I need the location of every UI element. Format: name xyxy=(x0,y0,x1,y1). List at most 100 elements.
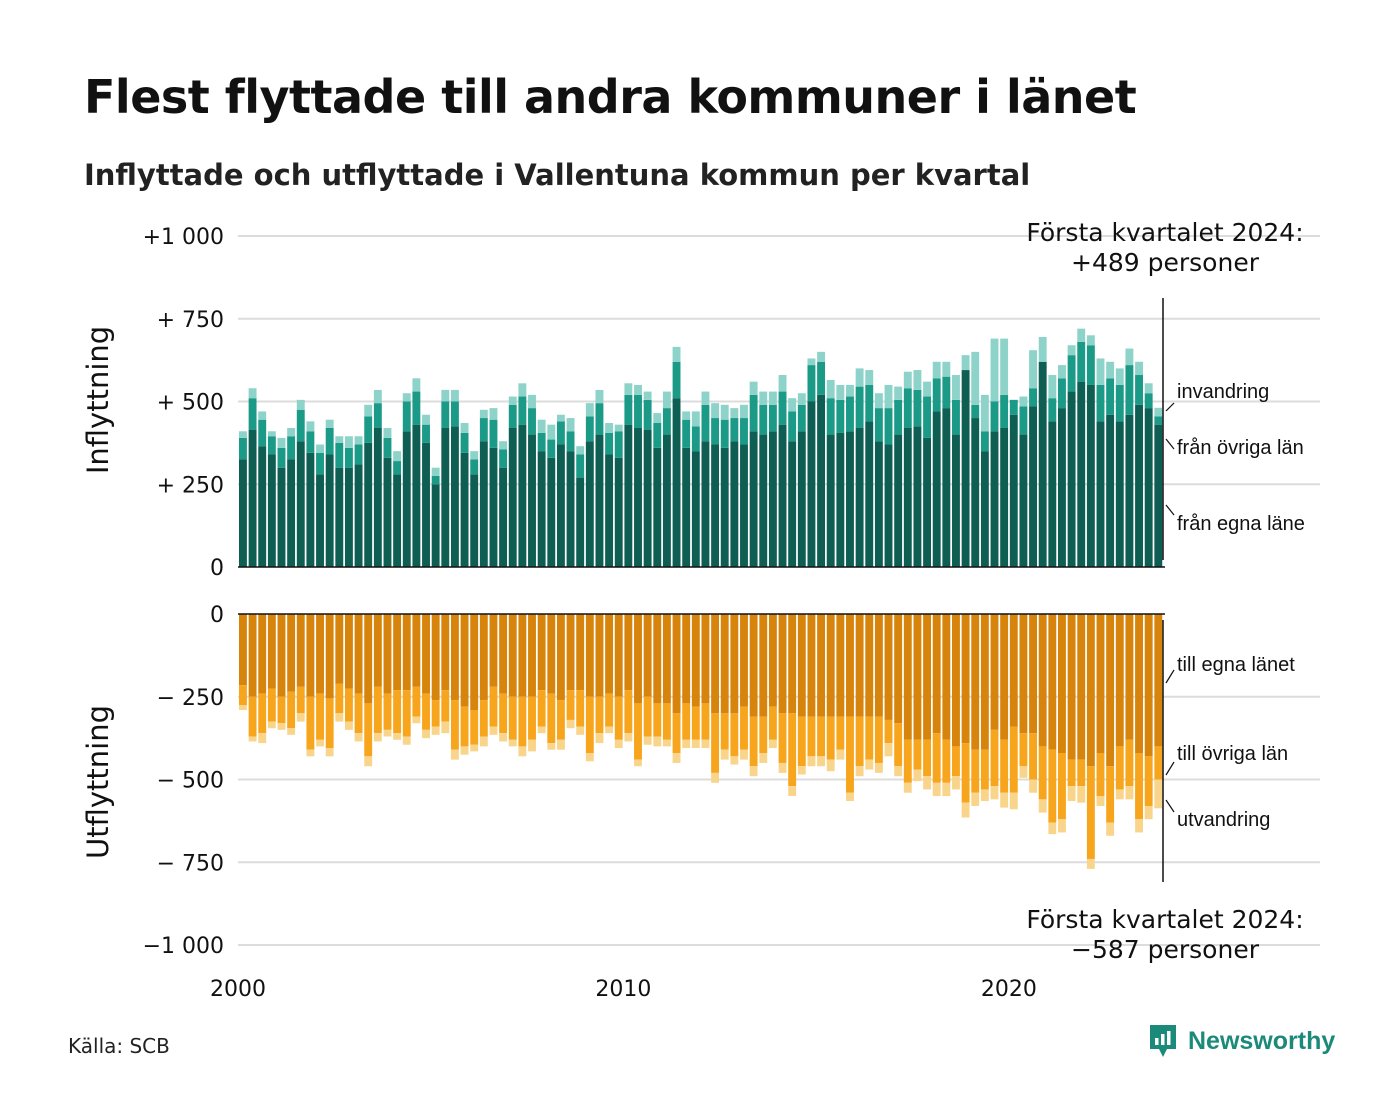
bar-out-2 xyxy=(402,736,411,745)
bar-in-2 xyxy=(1115,368,1124,385)
label-till-ovriga-lan: till övriga län xyxy=(1177,743,1289,765)
bar-out-2 xyxy=(306,749,315,757)
bar-out-0 xyxy=(422,614,430,694)
bar-in-2 xyxy=(894,386,903,400)
bar-in-0 xyxy=(846,431,854,567)
bar-out-2 xyxy=(971,792,980,806)
bar-in-1 xyxy=(1144,393,1153,409)
bar-out-0 xyxy=(624,614,633,691)
bar-out-1 xyxy=(1096,753,1105,797)
bar-in-2 xyxy=(1144,383,1153,394)
bar-in-1 xyxy=(325,427,334,455)
bar-out-0 xyxy=(576,614,585,691)
bar-in-1 xyxy=(344,447,353,468)
bar-out-0 xyxy=(277,614,286,697)
bar-out-1 xyxy=(1154,746,1163,780)
bar-in-1 xyxy=(354,444,363,465)
bar-out-1 xyxy=(923,739,932,777)
bar-in-0 xyxy=(701,441,710,567)
ytick-label-top: + 750 xyxy=(157,308,224,333)
bar-in-0 xyxy=(518,424,527,567)
bar-out-2 xyxy=(662,739,671,747)
bar-out-2 xyxy=(585,753,594,762)
bar-in-0 xyxy=(1086,384,1095,567)
bar-out-1 xyxy=(402,690,411,737)
bar-out-2 xyxy=(961,802,970,818)
bar-in-1 xyxy=(720,419,729,448)
bar-out-0 xyxy=(1048,614,1057,750)
leader-line xyxy=(1165,761,1175,776)
bar-out-0 xyxy=(614,614,623,697)
ytick-label-top: + 250 xyxy=(157,473,224,498)
bar-out-0 xyxy=(952,614,960,747)
bar-in-2 xyxy=(1077,328,1086,342)
bar-out-2 xyxy=(383,729,392,737)
bar-in-0 xyxy=(248,429,257,567)
bar-in-1 xyxy=(441,401,450,428)
bar-out-1 xyxy=(990,729,999,787)
ytick-label-bottom: − 250 xyxy=(157,686,224,711)
bar-out-1 xyxy=(258,693,267,734)
bar-in-1 xyxy=(903,388,912,428)
bar-in-0 xyxy=(537,451,546,567)
bar-out-0 xyxy=(730,614,739,714)
bar-out-1 xyxy=(547,693,556,744)
bar-in-0 xyxy=(489,447,498,567)
chart-subtitle: Inflyttade och utflyttade i Vallentuna k… xyxy=(84,158,1031,192)
bar-out-0 xyxy=(682,614,691,704)
bar-out-2 xyxy=(325,748,334,757)
bar-in-2 xyxy=(1038,336,1047,362)
bar-out-1 xyxy=(566,690,575,720)
bar-in-1 xyxy=(730,418,739,442)
bar-in-1 xyxy=(634,394,642,428)
bar-out-0 xyxy=(634,614,642,704)
bar-in-1 xyxy=(402,401,411,432)
bar-in-1 xyxy=(1019,406,1028,435)
bar-out-0 xyxy=(855,614,864,717)
bar-out-0 xyxy=(788,614,797,714)
bar-out-0 xyxy=(1154,614,1163,747)
bar-in-0 xyxy=(768,431,777,567)
bar-out-2 xyxy=(691,739,700,749)
bar-out-2 xyxy=(1115,789,1124,800)
bar-out-1 xyxy=(422,693,430,730)
bar-out-2 xyxy=(1096,796,1105,806)
bar-out-2 xyxy=(749,766,758,777)
bar-in-2 xyxy=(971,351,980,405)
bar-out-0 xyxy=(528,614,536,697)
bottom-annotation: Första kvartalet 2024: −587 personer xyxy=(1000,905,1330,965)
bar-in-2 xyxy=(759,391,768,405)
bar-out-0 xyxy=(479,614,488,701)
bar-in-2 xyxy=(643,391,652,400)
bar-in-1 xyxy=(980,431,989,452)
bar-out-1 xyxy=(952,746,960,777)
bar-out-2 xyxy=(788,786,797,797)
bar-in-0 xyxy=(605,454,614,567)
bar-out-1 xyxy=(1038,746,1047,800)
bar-in-2 xyxy=(499,441,508,450)
bar-out-0 xyxy=(1000,614,1009,740)
ylabel-bottom: Utflyttning xyxy=(81,705,115,859)
bar-out-2 xyxy=(441,721,450,734)
brand-logo[interactable]: Newsworthy xyxy=(1148,1023,1335,1059)
bar-out-0 xyxy=(316,614,324,694)
bar-out-2 xyxy=(1106,822,1115,836)
bar-out-1 xyxy=(913,739,922,770)
ytick-label-bottom: − 750 xyxy=(157,851,224,876)
bar-out-0 xyxy=(672,614,681,714)
bar-out-1 xyxy=(691,706,700,740)
bar-out-2 xyxy=(277,723,286,730)
bar-in-2 xyxy=(826,379,835,399)
bar-out-0 xyxy=(990,614,999,730)
bar-out-1 xyxy=(1115,746,1124,790)
bar-out-1 xyxy=(614,696,623,740)
bar-in-0 xyxy=(344,467,353,567)
bar-out-1 xyxy=(634,703,642,760)
brand-name: Newsworthy xyxy=(1188,1026,1336,1055)
bar-out-2 xyxy=(431,726,440,735)
bar-out-2 xyxy=(393,733,402,740)
bar-out-2 xyxy=(846,792,854,802)
bar-in-1 xyxy=(431,475,440,485)
bar-in-2 xyxy=(1058,365,1066,379)
label-utvandring: utvandring xyxy=(1177,809,1271,831)
